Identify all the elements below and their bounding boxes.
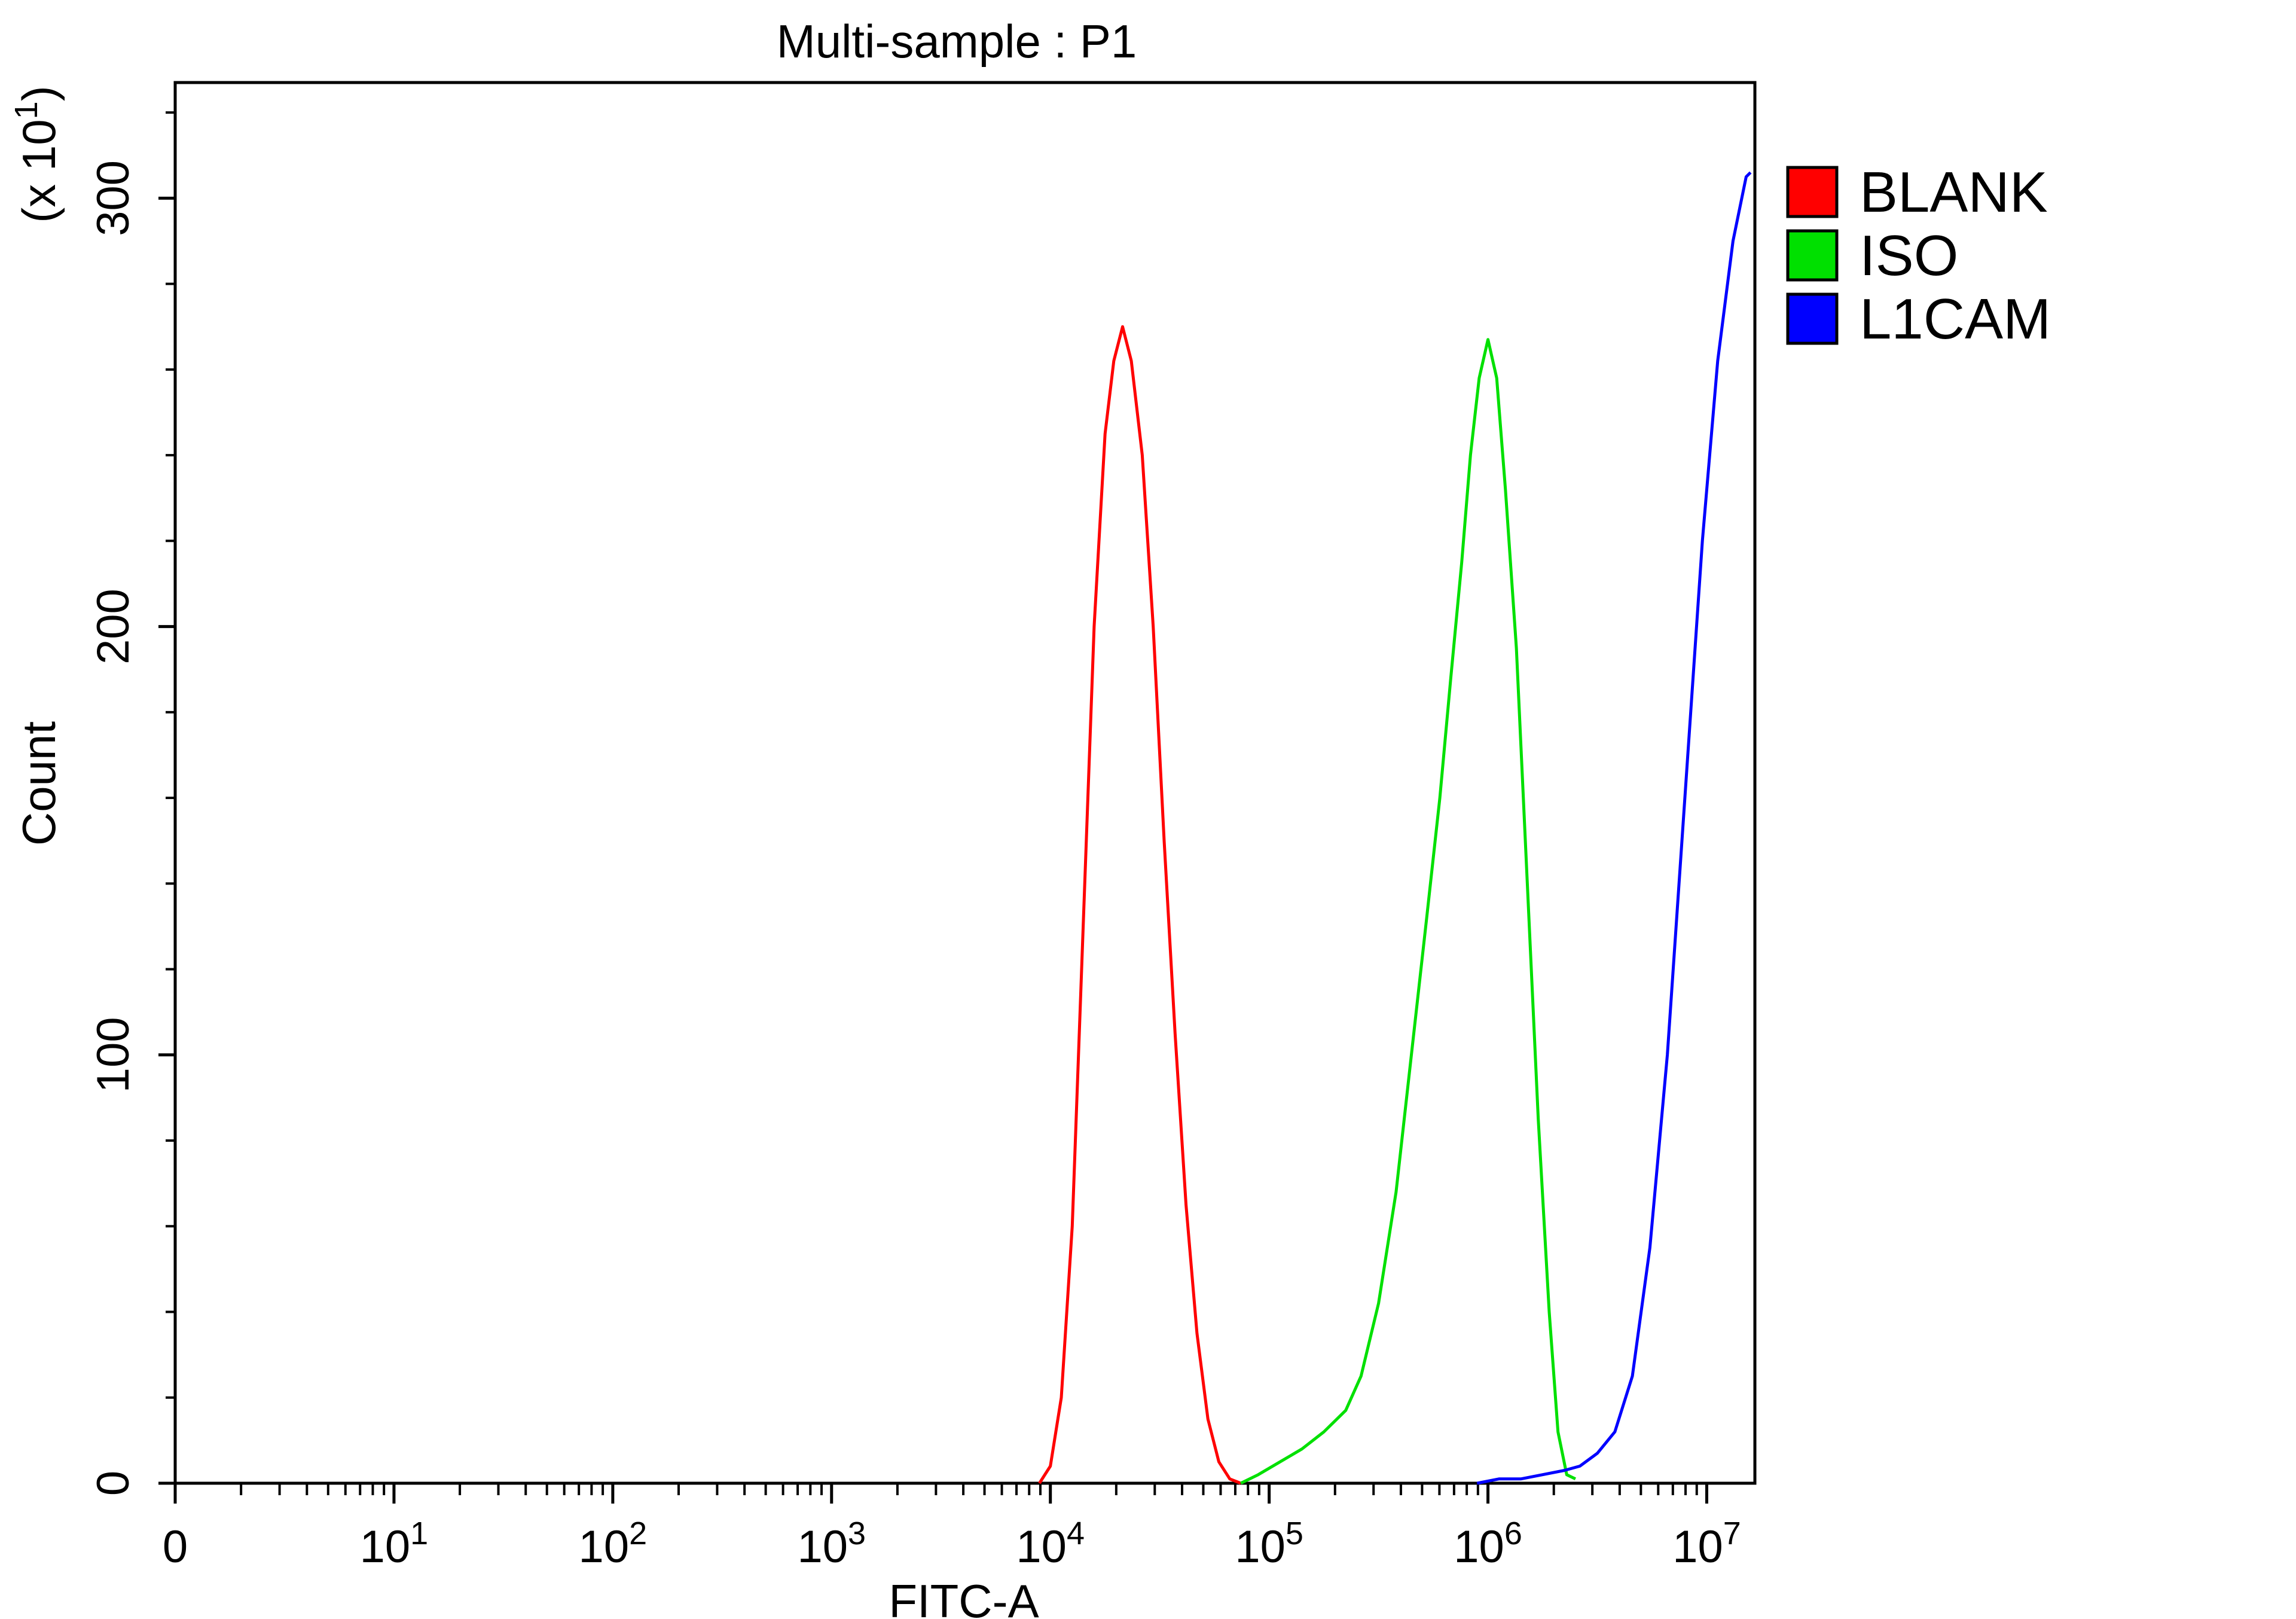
legend-swatch-blank [1786, 166, 1839, 218]
y-scale-suffix: ) [13, 86, 65, 101]
y-tick-label: 300 [88, 160, 139, 236]
legend-swatch-iso [1786, 229, 1839, 282]
x-tick-label: 106 [1454, 1516, 1522, 1572]
y-scale-exponent: 1 [8, 101, 44, 119]
legend-label-iso: ISO [1860, 224, 1958, 288]
series-iso-line [1240, 338, 1576, 1485]
x-axis-label: FITC-A [889, 1575, 1039, 1619]
legend-label-l1cam: L1CAM [1860, 287, 2051, 351]
y-axis: 0 100 200 300 [88, 111, 175, 1496]
y-tick-label: 0 [88, 1471, 139, 1496]
series-blank-line [1038, 325, 1242, 1485]
x-tick-label: 102 [579, 1516, 648, 1572]
x-tick-label: 103 [797, 1516, 866, 1572]
legend-label-blank: BLANK [1860, 160, 2048, 224]
x-tick-label: 107 [1672, 1516, 1741, 1572]
y-tick-label: 200 [88, 589, 139, 664]
x-tick-label: 0 [163, 1522, 188, 1572]
legend-swatch-l1cam [1786, 292, 1839, 345]
chart-title: Multi-sample : P1 [777, 15, 1137, 68]
series-l1cam-line [1476, 171, 1752, 1485]
x-tick-label: 105 [1235, 1516, 1303, 1572]
y-axis-label: Count [13, 721, 65, 846]
y-tick-label: 100 [88, 1017, 139, 1093]
series-layer [1038, 171, 1752, 1485]
x-tick-label: 104 [1016, 1516, 1085, 1572]
y-scale-multiplier: (x 101) [8, 86, 65, 222]
x-axis: 0 101 102 103 104 105 106 107 [163, 1483, 1741, 1572]
y-scale-prefix: (x 10 [13, 119, 65, 222]
x-tick-label: 101 [360, 1516, 429, 1572]
plot-frame [173, 81, 1757, 1485]
